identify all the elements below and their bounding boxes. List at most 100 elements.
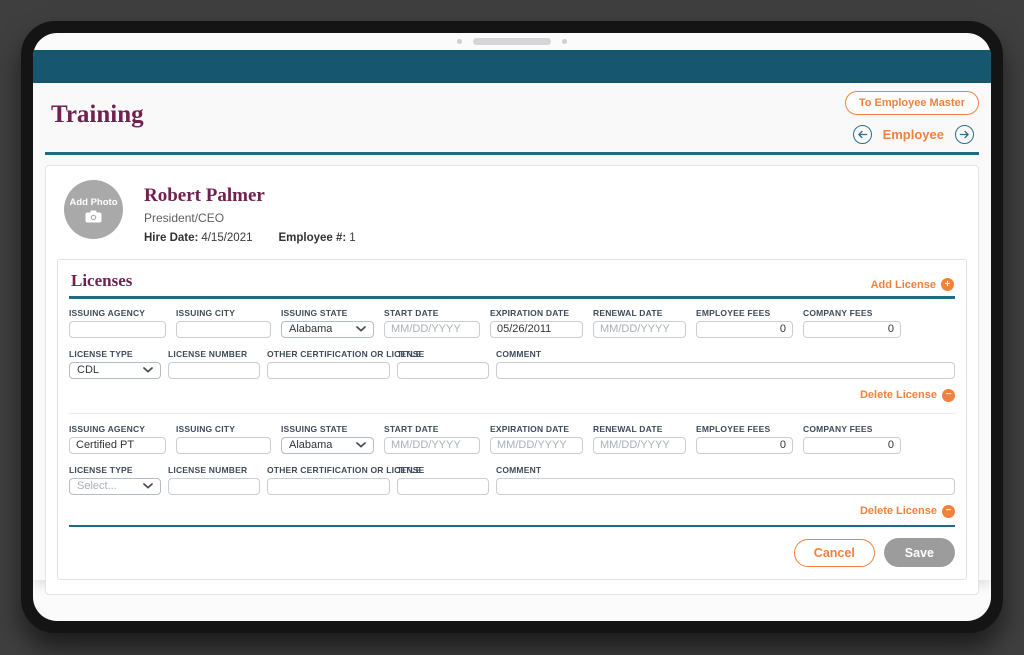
field-expiration-date: EXPIRATION DATE — [490, 308, 583, 338]
page-header: Training To Employee Master Employee — [45, 83, 979, 144]
issuing-state-value: Alabama — [289, 323, 333, 335]
header-actions: To Employee Master Employee — [844, 91, 979, 144]
add-license-button[interactable]: Add License + — [871, 278, 954, 291]
other-certification-input[interactable] — [267, 477, 390, 495]
arrow-right-icon — [959, 130, 969, 139]
tablet-camera-dot-right — [562, 39, 567, 44]
issuing-state-select[interactable]: Alabama — [281, 320, 374, 338]
company-fees-label: COMPANY FEES — [803, 307, 873, 318]
field-license-type: LICENSE TYPE Select... — [69, 465, 161, 495]
license-entries-divider — [69, 412, 955, 414]
employee-pager-label: Employee — [882, 127, 944, 142]
field-issuing-agency: ISSUING AGENCY — [69, 424, 166, 454]
license-number-input[interactable] — [168, 477, 260, 495]
field-other-certification: OTHER CERTIFICATION OR LICENSE — [267, 465, 424, 495]
issuing-state-select[interactable]: Alabama — [281, 436, 374, 454]
next-employee-button[interactable] — [955, 125, 974, 144]
title-label: TITLE — [397, 464, 422, 475]
employee-fees-input[interactable] — [696, 436, 793, 454]
field-comment: COMMENT — [496, 349, 955, 379]
cancel-button[interactable]: Cancel — [793, 538, 875, 567]
title-label: TITLE — [397, 348, 422, 359]
licenses-divider — [69, 296, 955, 299]
field-start-date: START DATE — [384, 308, 480, 338]
license-number-input[interactable] — [168, 361, 260, 379]
license-number-label: LICENSE NUMBER — [168, 464, 248, 475]
tablet-speaker-bar — [473, 38, 551, 45]
field-expiration-date: EXPIRATION DATE — [490, 424, 583, 454]
expiration-date-input[interactable] — [490, 320, 583, 338]
start-date-input[interactable] — [384, 436, 480, 454]
previous-employee-button[interactable] — [852, 125, 872, 144]
app-header-bar — [33, 50, 991, 83]
field-renewal-date: RENEWAL DATE — [593, 424, 686, 454]
issuing-city-input[interactable] — [176, 436, 271, 454]
camera-icon — [85, 210, 102, 222]
save-button[interactable]: Save — [883, 538, 955, 567]
field-title: TITLE — [397, 465, 489, 495]
delete-license-label: Delete License — [859, 505, 937, 517]
issuing-state-label: ISSUING STATE — [281, 423, 348, 434]
issuing-city-input[interactable] — [176, 320, 271, 338]
comment-label: COMMENT — [496, 348, 542, 359]
comment-input[interactable] — [496, 361, 955, 379]
title-divider — [45, 152, 979, 155]
tablet-notch — [33, 33, 991, 50]
renewal-date-label: RENEWAL DATE — [593, 307, 663, 318]
add-license-label: Add License — [870, 278, 936, 291]
delete-license-button[interactable]: Delete License − — [860, 388, 955, 402]
issuing-agency-label: ISSUING AGENCY — [69, 423, 146, 434]
field-comment: COMMENT — [496, 465, 955, 495]
field-renewal-date: RENEWAL DATE — [593, 308, 686, 338]
to-employee-master-button[interactable]: To Employee Master — [844, 91, 979, 115]
field-title: TITLE — [397, 349, 489, 379]
add-photo-button[interactable]: Add Photo — [64, 180, 123, 239]
issuing-city-label: ISSUING CITY — [176, 423, 236, 434]
license-type-label: LICENSE TYPE — [69, 348, 133, 359]
license-type-value: Select... — [77, 480, 117, 492]
field-issuing-state: ISSUING STATE Alabama — [281, 424, 374, 454]
issuing-city-label: ISSUING CITY — [176, 307, 236, 318]
license-type-select[interactable]: CDL — [69, 361, 161, 379]
field-employee-fees: EMPLOYEE FEES — [696, 308, 793, 338]
title-input[interactable] — [397, 361, 489, 379]
field-issuing-city: ISSUING CITY — [176, 424, 271, 454]
expiration-date-label: EXPIRATION DATE — [490, 307, 570, 318]
issuing-agency-input[interactable] — [69, 436, 166, 454]
company-fees-input[interactable] — [803, 320, 901, 338]
renewal-date-input[interactable] — [593, 320, 686, 338]
chevron-down-icon — [143, 483, 153, 489]
expiration-date-input[interactable] — [490, 436, 583, 454]
license-2-delete-row: Delete License − — [69, 504, 955, 518]
employee-number-value: 1 — [349, 232, 356, 244]
delete-license-button[interactable]: Delete License − — [859, 504, 955, 518]
renewal-date-label: RENEWAL DATE — [593, 423, 663, 434]
company-fees-input[interactable] — [803, 436, 901, 454]
employee-name: Robert Palmer — [144, 185, 265, 206]
start-date-label: START DATE — [384, 423, 439, 434]
comment-label: COMMENT — [496, 464, 542, 475]
other-certification-label: OTHER CERTIFICATION OR LICENSE — [267, 348, 425, 359]
license-number-label: LICENSE NUMBER — [168, 348, 248, 359]
issuing-agency-input[interactable] — [69, 320, 166, 338]
renewal-date-input[interactable] — [593, 436, 686, 454]
licenses-section: Licenses Add License + ISSUING AGENCY — [57, 259, 967, 580]
start-date-input[interactable] — [384, 320, 480, 338]
issuing-state-value: Alabama — [289, 439, 333, 451]
license-entry-2: ISSUING AGENCY ISSUING CITY ISSUING STAT… — [69, 415, 955, 518]
employee-number-label: Employee #: — [278, 232, 347, 244]
license-type-select[interactable]: Select... — [69, 477, 161, 495]
title-input[interactable] — [397, 477, 489, 495]
employee-meta: Hire Date: 4/15/2021 Employee #: 1 — [144, 232, 356, 244]
hire-date-label: Hire Date: — [144, 232, 199, 244]
license-1-row-b: LICENSE TYPE CDL LICENSE NUMBER — [69, 349, 955, 379]
comment-input[interactable] — [496, 477, 955, 495]
employee-fees-input[interactable] — [696, 320, 793, 338]
license-2-row-b: LICENSE TYPE Select... LICENSE NUMBER — [69, 465, 955, 495]
license-entry-1: ISSUING AGENCY ISSUING CITY ISSUING STAT… — [69, 299, 955, 402]
other-certification-input[interactable] — [267, 361, 390, 379]
field-license-number: LICENSE NUMBER — [168, 465, 260, 495]
field-start-date: START DATE — [384, 424, 480, 454]
tablet-camera-dot-left — [457, 39, 462, 44]
chevron-down-icon — [356, 326, 366, 332]
